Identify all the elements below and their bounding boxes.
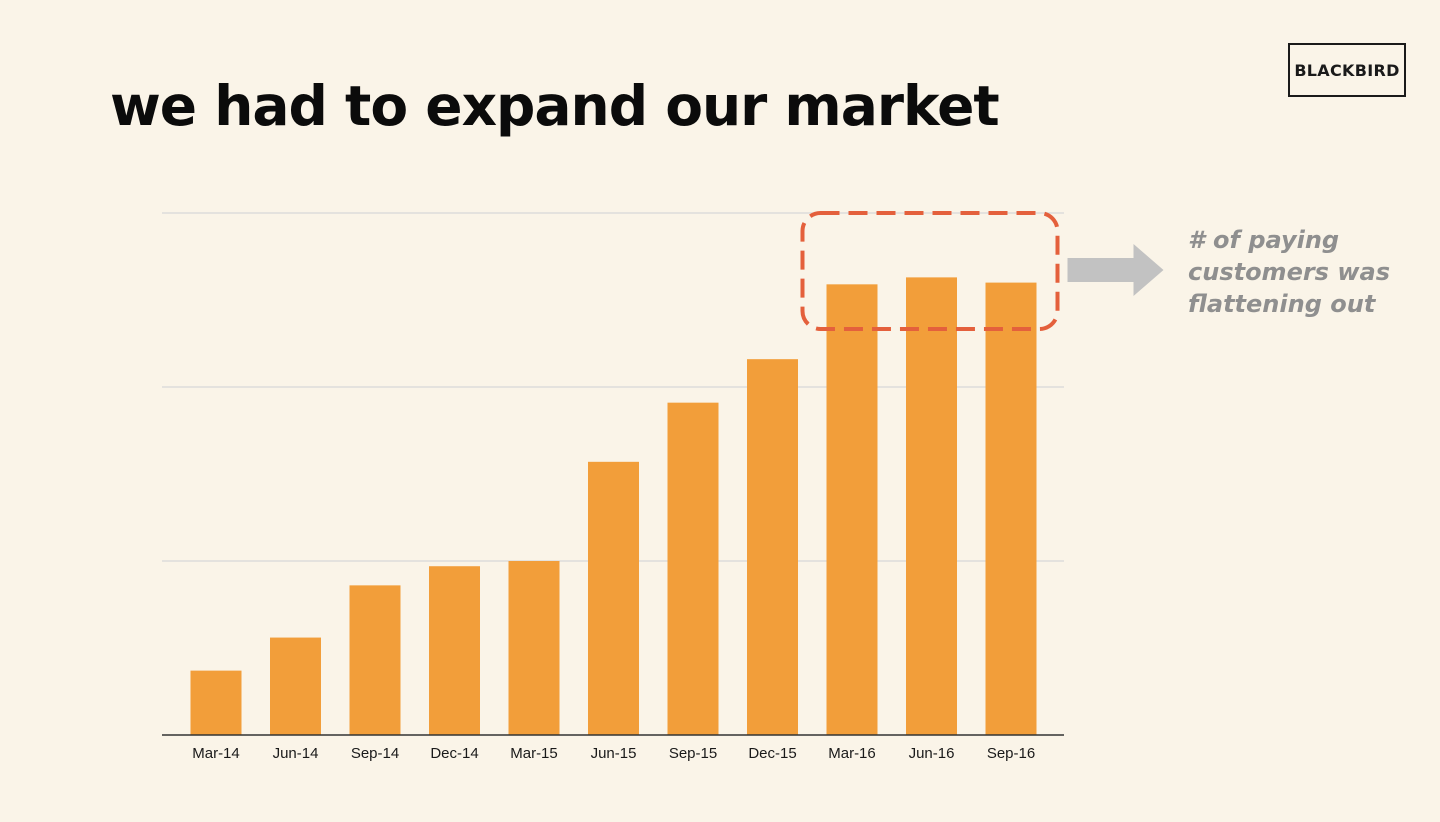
x-tick-label: Mar-15 [510, 745, 558, 762]
highlight-callout [800, 211, 1164, 331]
arrow-right-icon [1067, 244, 1164, 296]
annotation-text: # of paying customers was flattening out [1188, 226, 1390, 318]
bar-dec-14 [429, 566, 480, 735]
bar-jun-15 [588, 461, 639, 735]
x-tick-label: Jun-16 [909, 745, 955, 762]
slide-title: we had to expand our market [110, 74, 1000, 138]
bar-sep-15 [667, 402, 719, 735]
bar-sep-16 [985, 282, 1037, 735]
highlight-box [800, 211, 1060, 331]
x-tick-label: Sep-15 [669, 745, 717, 762]
x-tick-labels: Mar-14 Jun-14 Sep-14 Dec-14 Mar-15 Jun-15 Sep-… [192, 745, 1035, 762]
x-tick-label: Mar-14 [192, 745, 240, 762]
x-tick-label: Jun-14 [273, 745, 319, 762]
blackbird-logo: BLACKBIRD [1288, 43, 1406, 97]
x-tick-label: Mar-16 [828, 745, 876, 762]
x-tick-label: Dec-15 [748, 745, 796, 762]
bar-mar-16 [826, 284, 878, 735]
bar-dec-15 [747, 359, 798, 735]
x-tick-label: Dec-14 [430, 745, 478, 762]
bar-mar-14 [190, 670, 242, 735]
x-tick-label: Jun-15 [591, 745, 637, 762]
bar-jun-14 [270, 637, 321, 735]
bar-jun-16 [906, 277, 957, 735]
bars [190, 277, 1037, 735]
bar-mar-15 [508, 561, 560, 735]
bar-sep-14 [349, 585, 401, 735]
x-tick-label: Sep-14 [351, 745, 399, 762]
x-tick-label: Sep-16 [987, 745, 1035, 762]
